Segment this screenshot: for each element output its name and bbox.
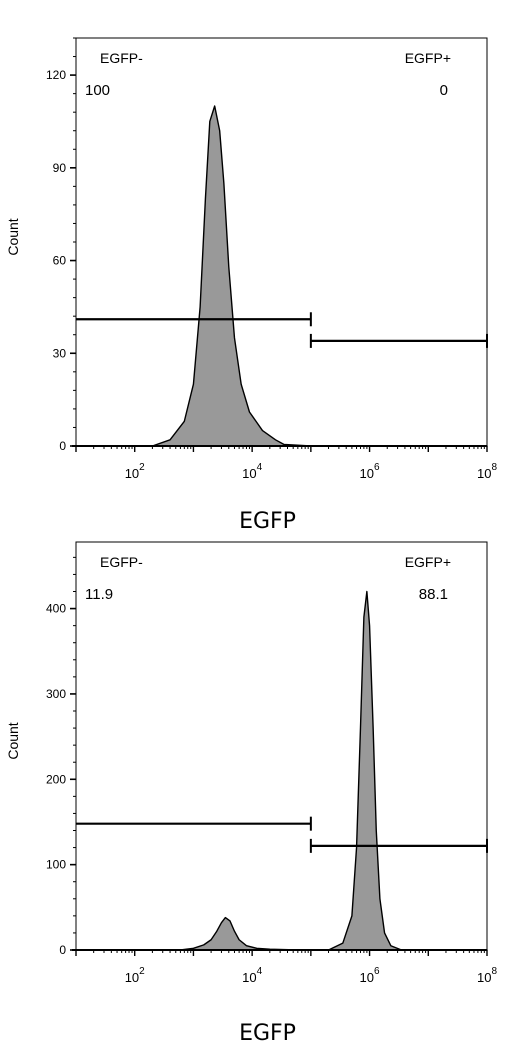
histogram-curve [75, 590, 488, 951]
gate-percent: 88.1 [419, 586, 448, 603]
gate-percent: 0 [440, 82, 448, 99]
x-axis-label: EGFP [239, 509, 296, 534]
y-tick-label: 30 [53, 346, 67, 360]
x-tick-label: 106 [360, 966, 380, 985]
y-tick-label: 300 [46, 687, 66, 701]
gate-label: EGFP- [100, 554, 143, 570]
x-tick-label: 102 [125, 966, 145, 985]
y-tick-label: 0 [59, 439, 66, 453]
gate-label: EGFP- [100, 50, 143, 66]
y-tick-label: 120 [46, 68, 66, 82]
x-axis-label: EGFP [239, 1021, 296, 1046]
y-tick-label: 60 [53, 254, 67, 268]
y-tick-label: 0 [59, 943, 66, 957]
gate-percent: 11.9 [85, 586, 113, 603]
x-tick-label: 104 [242, 966, 262, 985]
y-axis-label: Count [5, 218, 21, 255]
histogram-panel-2: 0 100 200 300 400 102 104 106 108 EGFP Count EGFP- 1… [5, 541, 497, 1046]
y-tick-label: 100 [46, 858, 66, 872]
gate-label: EGFP+ [405, 554, 451, 570]
x-tick-label: 106 [360, 462, 380, 481]
histogram-panel-1: 0 30 60 90 120 102 104 106 108 EGFP Count EGFP- 100 E… [5, 37, 497, 534]
plot-frame [75, 541, 488, 951]
histogram-curve [75, 105, 488, 447]
gate-label: EGFP+ [405, 50, 451, 66]
y-tick-label: 400 [46, 602, 66, 616]
y-axis-label: Count [5, 722, 21, 759]
y-tick-label: 90 [53, 161, 67, 175]
y-tick-label: 200 [46, 772, 66, 786]
x-tick-label: 102 [125, 462, 145, 481]
x-tick-label: 108 [477, 462, 497, 481]
gate-percent: 100 [85, 82, 110, 99]
x-tick-label: 104 [242, 462, 262, 481]
x-tick-label: 108 [477, 966, 497, 985]
plot-frame [75, 37, 488, 447]
